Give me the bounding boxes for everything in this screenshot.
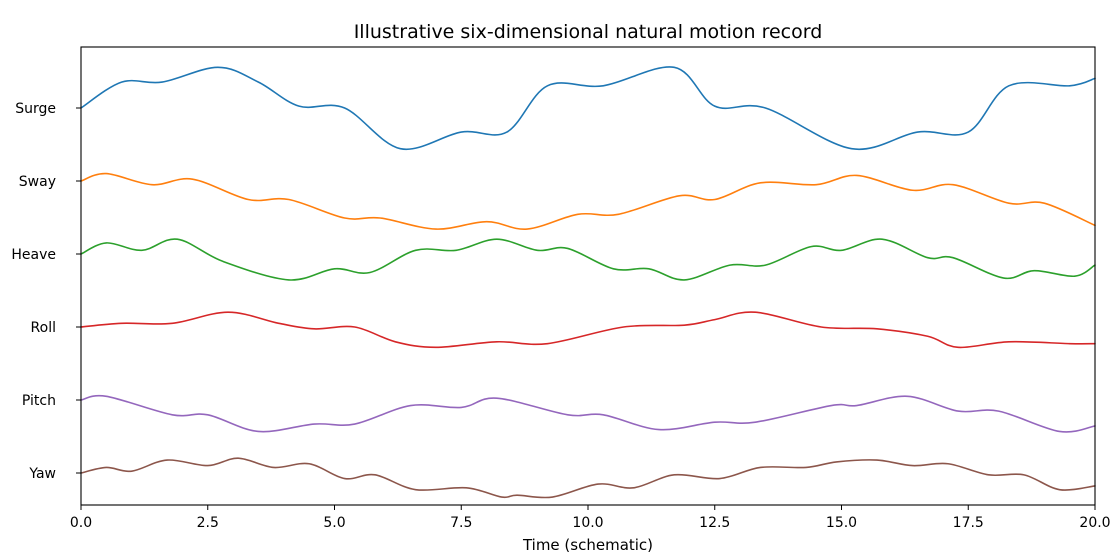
series-line-yaw [80,457,1096,499]
x-tick-label: 12.5 [699,515,730,531]
x-tick-label: 0.0 [70,515,92,531]
plot-area [80,66,1096,499]
series-line-sway [80,172,1096,230]
series-line-surge [80,66,1096,151]
y-tick-label-surge: Surge [15,101,56,117]
y-tick-label-pitch: Pitch [22,393,56,409]
y-tick-label-yaw: Yaw [28,466,56,482]
x-tick-label: 10.0 [572,515,603,531]
series-line-heave [80,238,1096,281]
x-tick-label: 5.0 [323,515,345,531]
y-tick-label-sway: Sway [19,174,56,190]
x-axis-label: Time (schematic) [522,536,653,554]
y-tick-label-roll: Roll [31,320,56,336]
plot-frame [80,46,1096,506]
x-tick-label: 17.5 [953,515,984,531]
series-line-roll [80,311,1096,349]
y-tick-label-heave: Heave [11,247,56,263]
series-line-pitch [80,394,1096,433]
x-tick-label: 2.5 [197,515,219,531]
x-tick-label: 7.5 [450,515,472,531]
x-tick-label: 20.0 [1079,515,1110,531]
x-tick-label: 15.0 [826,515,857,531]
chart-title: Illustrative six-dimensional natural mot… [354,21,823,43]
axes: 0.0 2.5 5.0 7.5 10.0 12.5 15.0 17.5 20.0 Surge Swa… [11,46,1111,531]
